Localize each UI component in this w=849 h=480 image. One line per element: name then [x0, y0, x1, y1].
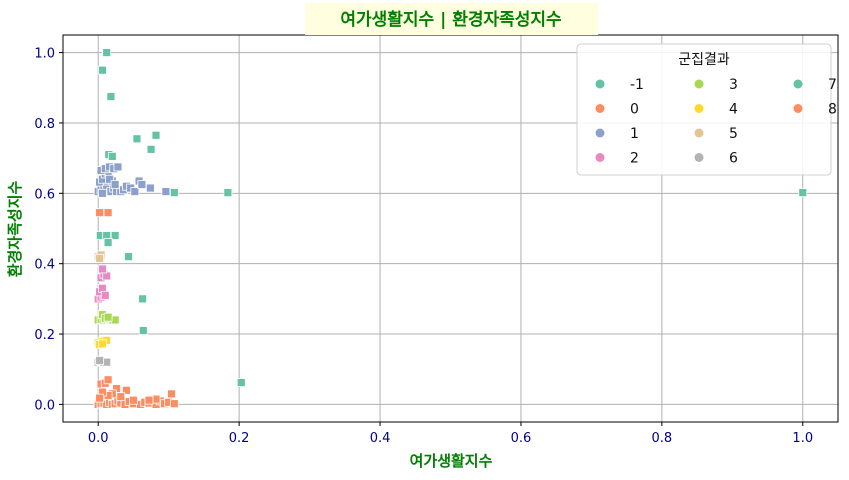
data-point-cluster-1 [105, 174, 114, 184]
x-tick-label: 0.4 [370, 431, 391, 446]
data-point-cluster-1 [145, 183, 155, 193]
data-point-cluster--1 [236, 378, 246, 387]
legend-marker [595, 79, 605, 89]
data-point-cluster-0 [129, 395, 138, 405]
data-point-cluster-0 [95, 393, 105, 403]
data-point-cluster-0 [103, 375, 113, 385]
data-point-cluster-0 [169, 399, 179, 409]
data-point-cluster-2 [100, 290, 110, 300]
legend-label: -1 [630, 77, 644, 93]
tick-marks [59, 52, 804, 426]
data-point-cluster--1 [138, 326, 148, 335]
legend-marker [694, 79, 704, 89]
legend-label: 4 [729, 102, 738, 118]
legend-marker [793, 79, 803, 89]
data-point-cluster--1 [124, 252, 133, 262]
data-point-cluster-1 [137, 180, 147, 189]
data-point-cluster--1 [138, 294, 148, 304]
y-axis-title: 환경자족성지수 [6, 181, 24, 278]
legend-marker [595, 153, 605, 162]
data-point-cluster-0 [103, 208, 113, 218]
legend-label: 8 [828, 102, 837, 118]
x-tick-label: 0.8 [652, 431, 673, 446]
data-point-cluster-1 [130, 187, 140, 196]
data-point-cluster--1 [107, 151, 117, 161]
x-tick-label: 0.6 [511, 431, 532, 446]
y-tick-label: 0.0 [34, 398, 55, 413]
data-point-cluster-6 [95, 356, 105, 365]
legend-label: 0 [630, 102, 639, 118]
data-point-cluster-1 [113, 162, 123, 172]
data-point-cluster--1 [798, 188, 808, 198]
legend-marker [595, 128, 605, 138]
y-tick-label: 0.6 [34, 187, 55, 202]
x-tick-label: 0.0 [88, 431, 109, 446]
data-point-cluster--1 [98, 65, 107, 75]
legend-label: 6 [729, 151, 738, 167]
legend-label: 5 [729, 126, 738, 142]
data-point-cluster-0 [144, 395, 154, 405]
legend-marker [694, 153, 704, 162]
data-point-cluster--1 [102, 48, 112, 57]
data-point-cluster-5 [95, 254, 105, 263]
y-tick-label: 0.2 [34, 328, 55, 343]
data-point-cluster--1 [110, 231, 120, 240]
data-point-cluster--1 [146, 144, 156, 154]
data-point-cluster-1 [161, 187, 171, 196]
data-point-cluster--1 [151, 130, 161, 140]
legend-title: 군집결과 [678, 52, 730, 68]
data-point-cluster-0 [122, 385, 131, 395]
legend-label: 1 [630, 126, 639, 142]
data-point-cluster-4 [98, 339, 107, 349]
data-point-cluster-0 [116, 392, 126, 402]
y-tick-label: 1.0 [34, 47, 55, 62]
x-tick-label: 0.2 [229, 431, 250, 446]
data-point-cluster-3 [103, 312, 113, 322]
data-point-cluster-2 [98, 264, 107, 274]
x-axis-title: 여가생활지수 [410, 452, 493, 470]
data-point-cluster--1 [103, 238, 113, 247]
data-point-cluster-0 [167, 389, 176, 399]
data-point-cluster-1 [98, 188, 107, 198]
legend-label: 7 [828, 77, 837, 93]
data-points [93, 48, 808, 409]
legend-marker [595, 104, 605, 113]
legend-marker [793, 104, 803, 113]
x-tick-label: 1.0 [792, 431, 813, 446]
legend-marker [694, 104, 704, 113]
legend-marker [694, 128, 704, 138]
y-tick-label: 0.4 [34, 258, 55, 273]
chart-title-box [305, 3, 598, 35]
data-point-cluster--1 [169, 188, 179, 198]
y-tick-labels: 0.0 0.2 0.4 0.6 0.8 1.0 [34, 47, 55, 414]
data-point-cluster--1 [223, 188, 233, 198]
chart-title: 여가생활지수 | 환경자족성지수 [340, 9, 562, 30]
legend-label: 3 [729, 77, 738, 93]
x-tick-labels: 0.0 0.2 0.4 0.6 0.8 1.0 [88, 431, 813, 446]
legend: 군집결과 -1 0 1 2 3 4 5 6 7 8 [576, 43, 837, 176]
legend-entries: -1 0 1 2 3 4 5 6 7 8 [595, 77, 837, 167]
data-point-cluster--1 [132, 134, 142, 144]
data-point-cluster--1 [106, 92, 116, 101]
legend-label: 2 [630, 151, 639, 167]
legend-box [576, 43, 832, 176]
y-tick-label: 0.8 [34, 117, 55, 132]
data-point-cluster-0 [95, 208, 105, 218]
data-point-cluster-1 [110, 180, 120, 189]
